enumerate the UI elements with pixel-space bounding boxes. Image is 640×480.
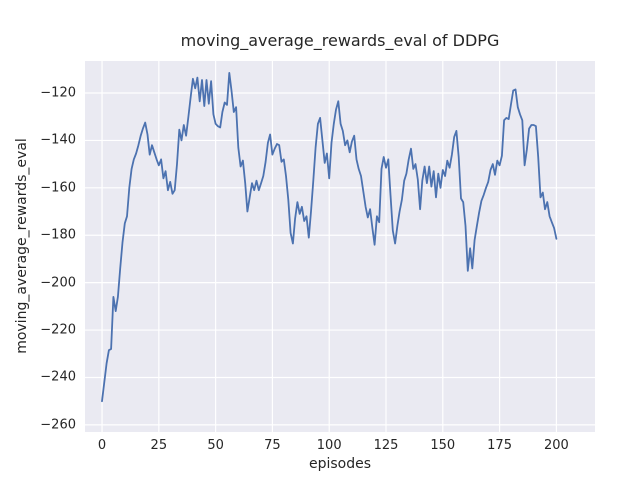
y-tick-label: −180 bbox=[40, 227, 76, 243]
y-tick-label: −140 bbox=[40, 132, 76, 148]
x-tick-label: 175 bbox=[487, 438, 512, 453]
reward-line-series bbox=[101, 72, 558, 403]
y-axis-label: moving_average_rewards_eval bbox=[14, 138, 30, 354]
x-tick-label: 25 bbox=[150, 438, 168, 453]
y-tick-label: −240 bbox=[40, 369, 76, 385]
x-tick-label: 75 bbox=[264, 438, 281, 453]
x-tick-label: 200 bbox=[543, 438, 569, 453]
x-tick-label: 0 bbox=[97, 438, 107, 453]
x-tick-label: 100 bbox=[316, 438, 342, 453]
y-tick-label: −260 bbox=[40, 417, 76, 433]
x-axis-label: episodes bbox=[308, 456, 372, 472]
x-tick-label: 50 bbox=[207, 438, 224, 453]
chart-title: moving_average_rewards_eval of DDPG bbox=[180, 31, 500, 50]
x-tick-label: 150 bbox=[430, 438, 456, 453]
x-tick-label: 125 bbox=[373, 438, 399, 453]
y-tick-label: −160 bbox=[40, 180, 76, 196]
y-tick-label: −200 bbox=[40, 275, 76, 291]
y-tick-label: −120 bbox=[40, 85, 76, 101]
y-tick-label: −220 bbox=[40, 322, 76, 338]
